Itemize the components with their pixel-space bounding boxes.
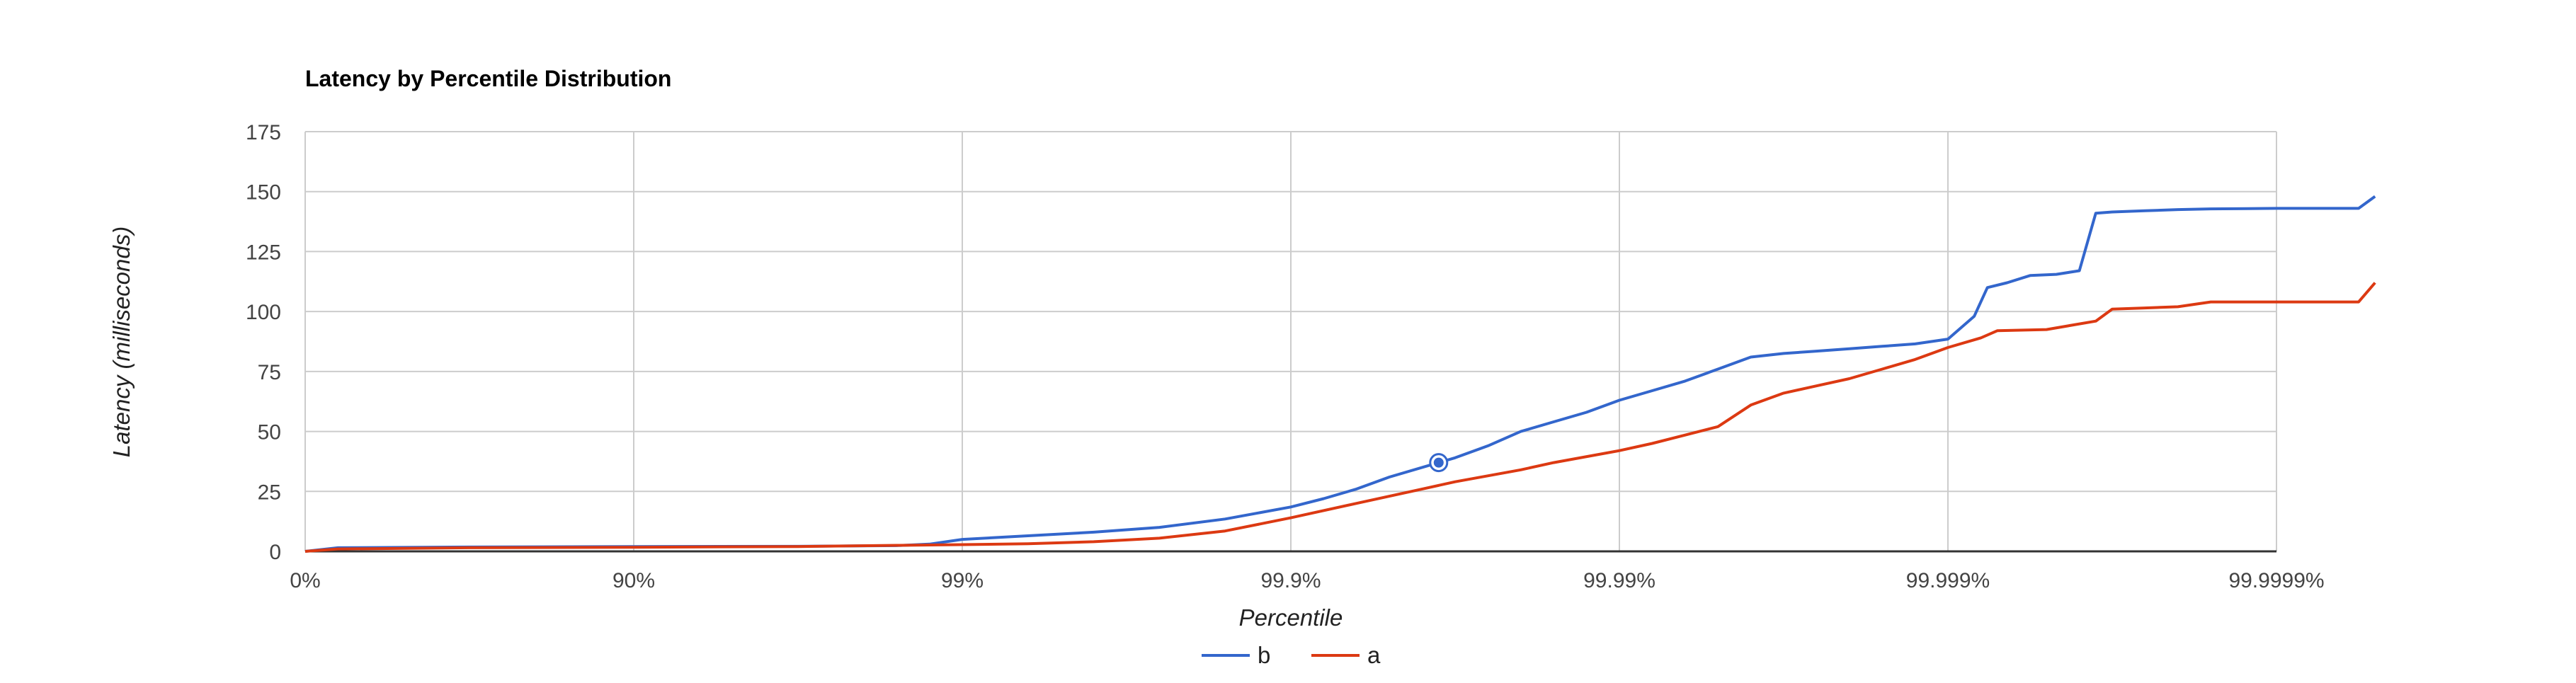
highlight-markers[interactable] [1429, 453, 1449, 473]
y-tick-label: 75 [258, 361, 281, 384]
y-tick-label: 25 [258, 481, 281, 504]
series-lines [304, 195, 2376, 553]
series-line-a[interactable] [304, 282, 2376, 553]
y-axis-tick-labels: 0 25 50 75 100 125 150 175 [246, 121, 281, 564]
y-axis-title: Latency (milliseconds) [108, 226, 135, 457]
highlighted-point[interactable] [1433, 457, 1444, 468]
x-tick-label: 99.9% [1260, 569, 1321, 592]
y-tick-label: 0 [269, 541, 281, 564]
y-tick-label: 125 [246, 241, 281, 264]
x-tick-label: 99.999% [1906, 569, 1990, 592]
y-tick-label: 50 [258, 421, 281, 444]
x-axis-title: Percentile [1239, 604, 1343, 631]
legend-label-b[interactable]: b [1258, 642, 1270, 668]
x-tick-label: 0% [290, 569, 320, 592]
x-tick-label: 99.9999% [2228, 569, 2324, 592]
gridlines [304, 131, 2277, 553]
x-tick-label: 90% [612, 569, 655, 592]
x-tick-label: 99.99% [1583, 569, 1655, 592]
x-axis-tick-labels: 0% 90% 99% 99.9% 99.99% 99.999% 99.9999% [290, 569, 2324, 592]
legend-label-a[interactable]: a [1367, 642, 1381, 668]
y-tick-label: 150 [246, 181, 281, 205]
y-tick-label: 100 [246, 301, 281, 324]
chart-title: Latency by Percentile Distribution [305, 66, 671, 91]
series-line-b[interactable] [304, 195, 2376, 553]
y-tick-label: 175 [246, 121, 281, 144]
x-tick-label: 99% [941, 569, 984, 592]
